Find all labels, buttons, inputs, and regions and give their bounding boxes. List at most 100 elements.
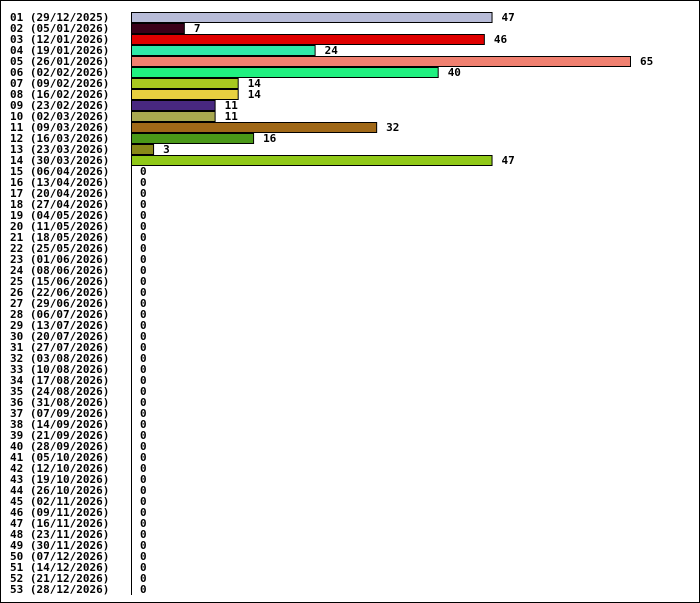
value-label: 47 <box>502 154 515 167</box>
value-label: 0 <box>140 209 147 222</box>
category-label: 34 (17/08/2026) <box>10 374 109 387</box>
category-label: 03 (12/01/2026) <box>10 33 109 46</box>
category-label: 18 (27/04/2026) <box>10 198 109 211</box>
value-label: 0 <box>140 308 147 321</box>
category-label: 17 (20/04/2026) <box>10 187 109 200</box>
category-label: 33 (10/08/2026) <box>10 363 109 376</box>
value-label: 0 <box>140 231 147 244</box>
value-label: 0 <box>140 506 147 519</box>
bar <box>131 155 493 166</box>
value-label: 16 <box>263 132 277 145</box>
category-label: 40 (28/09/2026) <box>10 440 109 453</box>
category-label: 43 (19/10/2026) <box>10 473 109 486</box>
category-label: 53 (28/12/2026) <box>10 583 109 596</box>
category-label: 02 (05/01/2026) <box>10 22 109 35</box>
bars <box>131 12 631 166</box>
bar <box>131 23 185 34</box>
value-labels: 4774624654014141111321634700000000000000… <box>140 11 653 596</box>
value-label: 0 <box>140 264 147 277</box>
bar <box>131 133 255 144</box>
value-label: 0 <box>140 275 147 288</box>
value-label: 3 <box>163 143 170 156</box>
category-label: 12 (16/03/2026) <box>10 132 109 145</box>
value-label: 0 <box>140 374 147 387</box>
value-label: 0 <box>140 451 147 464</box>
value-label: 0 <box>140 242 147 255</box>
value-label: 0 <box>140 363 147 376</box>
category-label: 19 (04/05/2026) <box>10 209 109 222</box>
value-label: 11 <box>225 110 239 123</box>
bar <box>131 34 485 45</box>
bar <box>131 45 316 56</box>
category-label: 35 (24/08/2026) <box>10 385 109 398</box>
category-label: 09 (23/02/2026) <box>10 99 109 112</box>
value-label: 0 <box>140 341 147 354</box>
category-label: 45 (02/11/2026) <box>10 495 109 508</box>
category-label: 36 (31/08/2026) <box>10 396 109 409</box>
category-label: 44 (26/10/2026) <box>10 484 109 497</box>
value-label: 0 <box>140 352 147 365</box>
value-label: 32 <box>386 121 399 134</box>
value-label: 0 <box>140 572 147 585</box>
value-label: 0 <box>140 462 147 475</box>
value-label: 14 <box>248 77 262 90</box>
value-label: 14 <box>248 88 262 101</box>
category-label: 32 (03/08/2026) <box>10 352 109 365</box>
value-label: 24 <box>325 44 339 57</box>
bar <box>131 67 439 78</box>
category-label: 37 (07/09/2026) <box>10 407 109 420</box>
category-label: 20 (11/05/2026) <box>10 220 109 233</box>
value-label: 65 <box>640 55 653 68</box>
category-label: 07 (09/02/2026) <box>10 77 109 90</box>
category-label: 11 (09/03/2026) <box>10 121 109 134</box>
value-label: 0 <box>140 407 147 420</box>
value-label: 11 <box>225 99 239 112</box>
category-label: 24 (08/06/2026) <box>10 264 109 277</box>
value-label: 0 <box>140 484 147 497</box>
category-label: 16 (13/04/2026) <box>10 176 109 189</box>
value-label: 0 <box>140 561 147 574</box>
category-label: 46 (09/11/2026) <box>10 506 109 519</box>
category-label: 08 (16/02/2026) <box>10 88 109 101</box>
value-label: 0 <box>140 286 147 299</box>
value-label: 0 <box>140 539 147 552</box>
category-label: 23 (01/06/2026) <box>10 253 109 266</box>
category-label: 50 (07/12/2026) <box>10 550 109 563</box>
bar <box>131 78 239 89</box>
value-label: 7 <box>194 22 201 35</box>
bar <box>131 111 216 122</box>
value-label: 0 <box>140 473 147 486</box>
value-label: 0 <box>140 253 147 266</box>
value-label: 46 <box>494 33 508 46</box>
bar <box>131 56 631 67</box>
category-label: 26 (22/06/2026) <box>10 286 109 299</box>
category-labels: 01 (29/12/2025)02 (05/01/2026)03 (12/01/… <box>10 11 109 596</box>
value-label: 40 <box>448 66 461 79</box>
category-label: 41 (05/10/2026) <box>10 451 109 464</box>
category-label: 21 (18/05/2026) <box>10 231 109 244</box>
bar <box>131 122 378 133</box>
category-label: 42 (12/10/2026) <box>10 462 109 475</box>
value-label: 47 <box>502 11 515 24</box>
category-label: 51 (14/12/2026) <box>10 561 109 574</box>
category-label: 05 (26/01/2026) <box>10 55 109 68</box>
value-label: 0 <box>140 330 147 343</box>
category-label: 31 (27/07/2026) <box>10 341 109 354</box>
category-label: 04 (19/01/2026) <box>10 44 109 57</box>
value-label: 0 <box>140 396 147 409</box>
category-label: 15 (06/04/2026) <box>10 165 109 178</box>
bar <box>131 12 493 23</box>
value-label: 0 <box>140 528 147 541</box>
category-label: 48 (23/11/2026) <box>10 528 109 541</box>
value-label: 0 <box>140 385 147 398</box>
value-label: 0 <box>140 550 147 563</box>
value-label: 0 <box>140 220 147 233</box>
category-label: 01 (29/12/2025) <box>10 11 109 24</box>
value-label: 0 <box>140 517 147 530</box>
category-label: 49 (30/11/2026) <box>10 539 109 552</box>
category-label: 14 (30/03/2026) <box>10 154 109 167</box>
value-label: 0 <box>140 495 147 508</box>
value-label: 0 <box>140 440 147 453</box>
value-label: 0 <box>140 429 147 442</box>
